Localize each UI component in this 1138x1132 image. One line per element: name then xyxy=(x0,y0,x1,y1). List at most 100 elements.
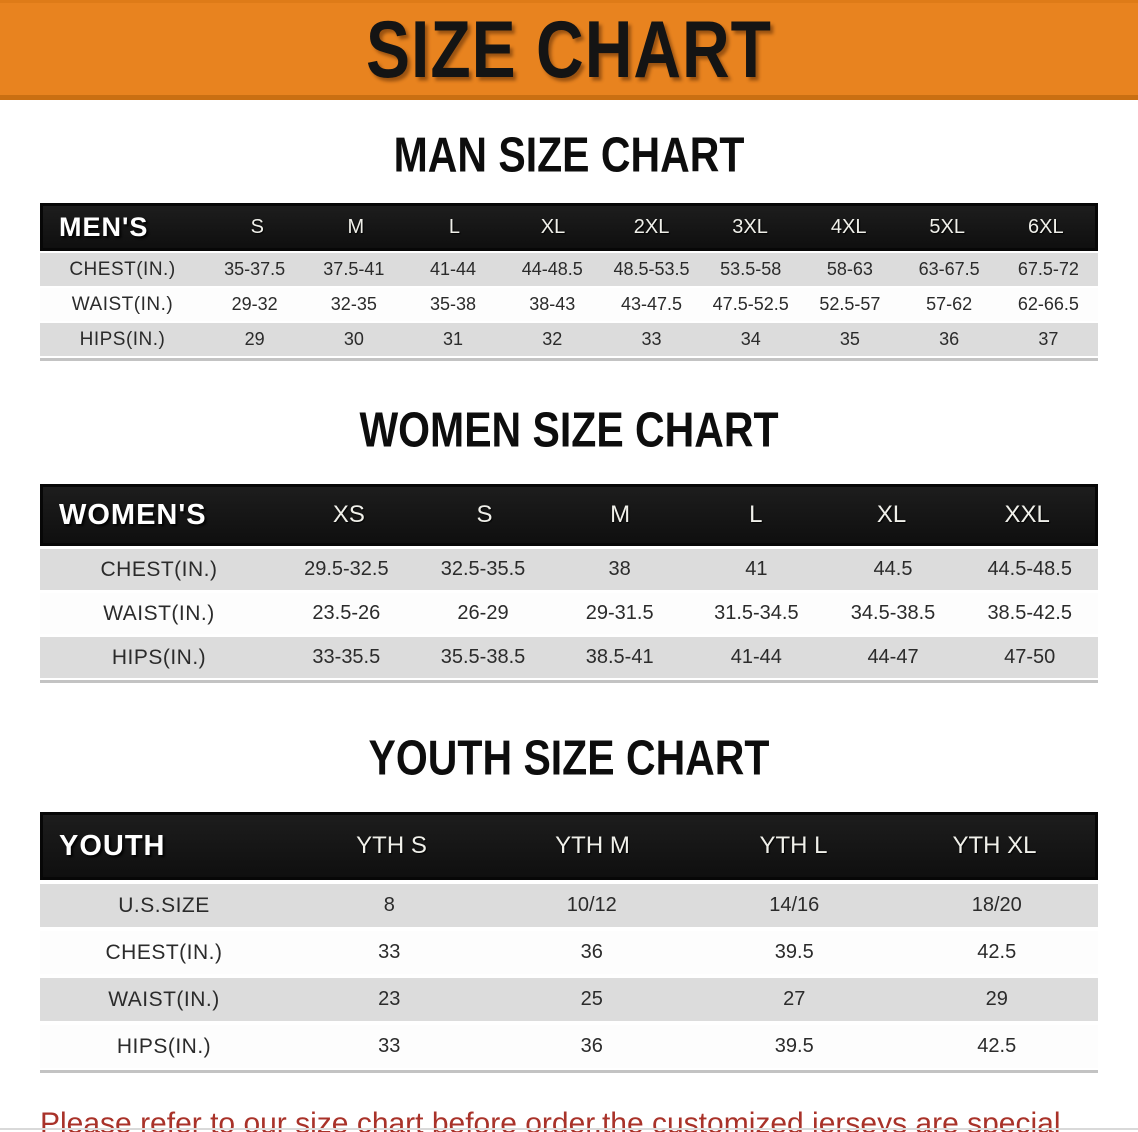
table-cell: 38.5-42.5 xyxy=(987,602,1072,624)
table-cell: 29.5-32.5 xyxy=(304,558,389,580)
row-label: CHEST(IN.) xyxy=(105,940,223,964)
women-table-header-row: WOMEN'S XS S M L XL XXL xyxy=(40,484,1098,546)
page-bottom-divider xyxy=(0,1128,1138,1130)
women-waist-row: WAIST(IN.) 23.5-26 26-29 29-31.5 31.5-34… xyxy=(40,593,1098,634)
table-cell: 38-43 xyxy=(529,294,576,314)
table-cell: 33 xyxy=(378,1035,401,1057)
table-cell: 36 xyxy=(580,1035,603,1057)
table-cell: 48.5-53.5 xyxy=(613,259,690,279)
youth-ussize-row: U.S.SIZE 8 10/12 14/16 18/20 xyxy=(40,884,1098,927)
women-size-table: WOMEN'S XS S M L XL XXL CHEST(IN.) 29.5-… xyxy=(40,484,1098,683)
row-label: CHEST(IN.) xyxy=(69,258,176,280)
youth-table-header-row: YOUTH YTH S YTH M YTH L YTH XL xyxy=(40,812,1098,880)
women-size-header: L xyxy=(749,501,763,528)
men-size-header: S xyxy=(250,215,264,238)
women-chest-row: CHEST(IN.) 29.5-32.5 32.5-35.5 38 41 44.… xyxy=(40,549,1098,590)
table-cell: 34.5-38.5 xyxy=(850,602,936,624)
table-cell: 42.5 xyxy=(977,1035,1017,1057)
table-cell: 58-63 xyxy=(826,259,873,279)
youth-size-header: YTH S xyxy=(356,832,427,859)
table-cell: 34 xyxy=(740,329,761,349)
table-cell: 53.5-58 xyxy=(720,259,782,279)
men-hips-row: HIPS(IN.) 29 30 31 32 33 34 35 36 37 xyxy=(40,323,1098,356)
row-label: U.S.SIZE xyxy=(118,893,210,917)
table-cell: 35.5-38.5 xyxy=(440,646,526,668)
youth-size-table: YOUTH YTH S YTH M YTH L YTH XL U.S.SIZE … xyxy=(40,812,1098,1073)
table-cell: 29 xyxy=(244,329,265,349)
row-label: WAIST(IN.) xyxy=(71,293,174,315)
table-cell: 18/20 xyxy=(971,894,1022,916)
disclaimer-line-1: Please refer to our size chart before or… xyxy=(40,1107,1061,1132)
disclaimer-text: Please refer to our size chart before or… xyxy=(40,1099,1098,1132)
table-cell: 14/16 xyxy=(769,894,820,916)
men-size-header: 4XL xyxy=(830,215,867,238)
table-cell: 33 xyxy=(378,941,401,963)
size-chart-banner: SIZE CHART xyxy=(0,0,1138,100)
men-size-header: XL xyxy=(540,215,566,238)
men-section-heading: MAN SIZE CHART xyxy=(393,127,745,183)
table-cell: 39.5 xyxy=(774,1035,814,1057)
table-cell: 44-47 xyxy=(867,646,919,668)
table-cell: 26-29 xyxy=(457,602,509,624)
table-cell: 41-44 xyxy=(730,646,782,668)
table-cell: 57-62 xyxy=(926,294,973,314)
women-size-header: XS xyxy=(332,501,365,528)
men-size-header: L xyxy=(448,215,460,238)
table-cell: 47-50 xyxy=(1004,646,1056,668)
table-cell: 29-31.5 xyxy=(585,602,654,624)
table-cell: 29-32 xyxy=(231,294,278,314)
men-size-header: 3XL xyxy=(732,215,768,238)
banner-title: SIZE CHART xyxy=(366,3,772,95)
table-cell: 32 xyxy=(542,329,563,349)
table-cell: 43-47.5 xyxy=(620,294,683,314)
men-size-table: MEN'S S M L XL 2XL 3XL 4XL 5XL 6XL CHEST… xyxy=(40,203,1098,361)
youth-size-header: YTH M xyxy=(555,832,630,859)
table-cell: 29 xyxy=(985,988,1008,1010)
men-size-header: M xyxy=(347,215,365,238)
youth-section-heading: YOUTH SIZE CHART xyxy=(368,730,770,786)
row-label: CHEST(IN.) xyxy=(100,557,218,581)
youth-size-header: YTH XL xyxy=(952,832,1037,859)
men-size-header: 6XL xyxy=(1027,215,1064,238)
women-size-header: XXL xyxy=(1004,501,1050,528)
table-cell: 38.5-41 xyxy=(585,646,654,668)
men-chest-row: CHEST(IN.) 35-37.5 37.5-41 41-44 44-48.5… xyxy=(40,253,1098,286)
table-cell: 44.5 xyxy=(873,558,913,580)
women-size-header: XL xyxy=(876,501,907,528)
table-cell: 44.5-48.5 xyxy=(987,558,1072,580)
table-cell: 41-44 xyxy=(430,259,477,279)
table-cell: 10/12 xyxy=(566,894,617,916)
table-cell: 38 xyxy=(608,558,631,580)
men-waist-row: WAIST(IN.) 29-32 32-35 35-38 38-43 43-47… xyxy=(40,288,1098,321)
table-cell: 31.5-34.5 xyxy=(714,602,799,624)
men-table-header-row: MEN'S S M L XL 2XL 3XL 4XL 5XL 6XL xyxy=(40,203,1098,251)
table-cell: 52.5-57 xyxy=(819,294,881,314)
table-cell: 39.5 xyxy=(774,941,814,963)
table-cell: 62-66.5 xyxy=(1017,294,1079,314)
table-cell: 36 xyxy=(580,941,603,963)
table-divider xyxy=(40,680,1098,683)
table-cell: 25 xyxy=(580,988,603,1010)
table-cell: 42.5 xyxy=(977,941,1017,963)
table-cell: 36 xyxy=(939,329,960,349)
youth-table-group-label: YOUTH xyxy=(59,829,166,862)
youth-waist-row: WAIST(IN.) 23 25 27 29 xyxy=(40,978,1098,1021)
men-table-group-label: MEN'S xyxy=(59,211,149,242)
row-label: HIPS(IN.) xyxy=(79,328,166,350)
women-size-header: M xyxy=(610,501,631,528)
table-cell: 37.5-41 xyxy=(323,259,385,279)
table-cell: 23.5-26 xyxy=(312,602,381,624)
table-divider xyxy=(40,1070,1098,1073)
table-cell: 67.5-72 xyxy=(1017,259,1079,279)
row-label: HIPS(IN.) xyxy=(116,1034,212,1058)
row-label: HIPS(IN.) xyxy=(111,645,207,669)
table-cell: 30 xyxy=(343,329,364,349)
table-cell: 44-48.5 xyxy=(521,259,583,279)
table-cell: 8 xyxy=(383,894,395,916)
table-cell: 35 xyxy=(839,329,860,349)
women-table-group-label: WOMEN'S xyxy=(59,498,207,531)
table-cell: 27 xyxy=(783,988,806,1010)
table-cell: 33 xyxy=(641,329,662,349)
men-size-header: 2XL xyxy=(633,215,670,238)
